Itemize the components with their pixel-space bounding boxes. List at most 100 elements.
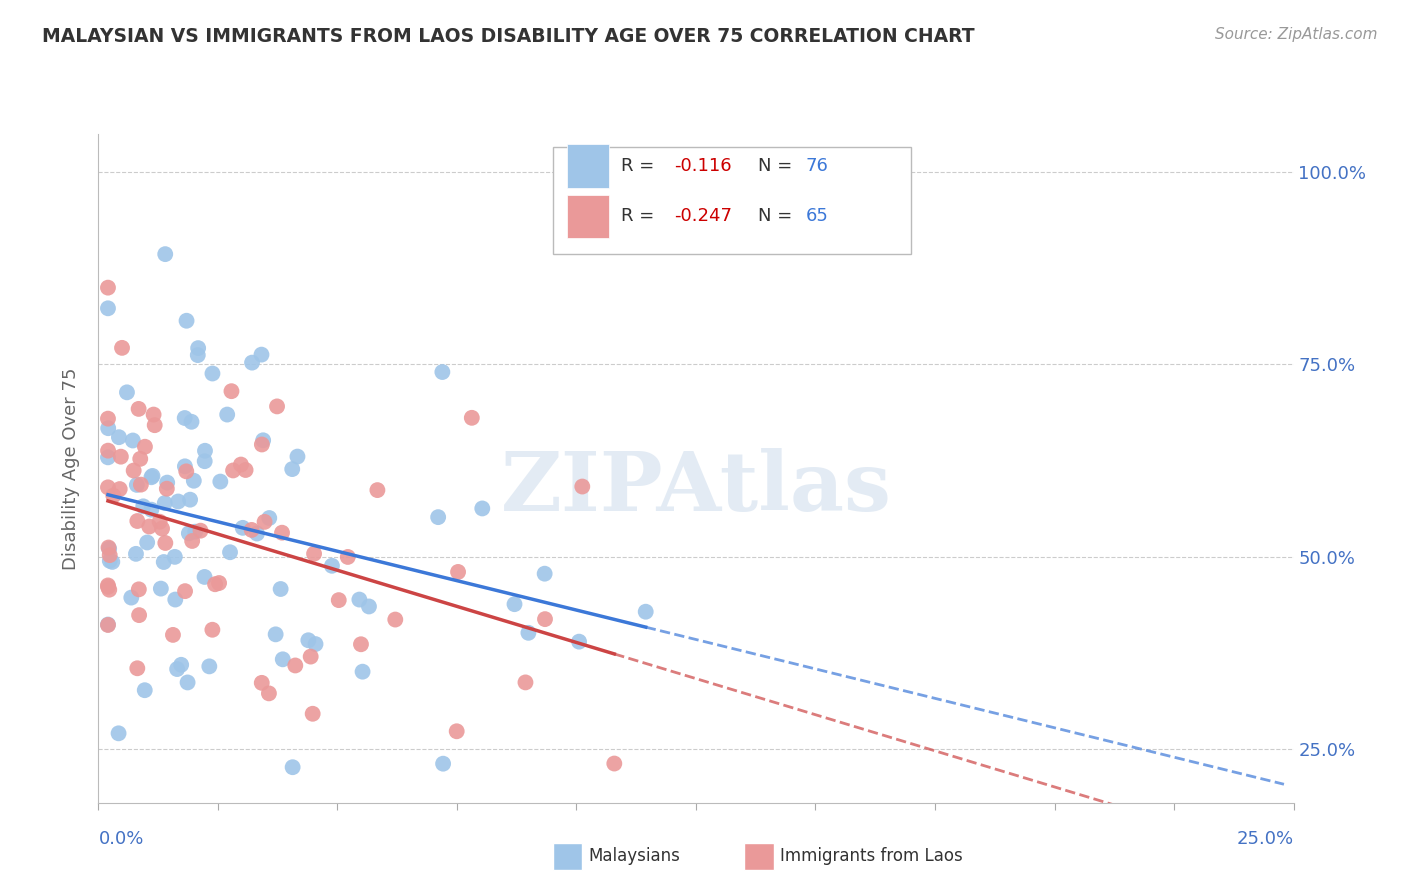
Text: Malaysians: Malaysians [589, 847, 681, 865]
Point [136, 535, 159, 549]
Point [97, 443, 120, 458]
Point [127, 514, 149, 528]
Point [194, 443, 217, 458]
Point [201, 367, 224, 381]
Point [190, 524, 212, 538]
Bar [744, 843, 773, 870]
Point [432, 756, 454, 771]
Point [271, 525, 294, 540]
Point [125, 547, 148, 561]
Point [533, 566, 555, 581]
Point [166, 662, 188, 676]
Text: ZIPAtlas: ZIPAtlas [501, 449, 891, 528]
Point [181, 533, 204, 548]
Point [357, 599, 380, 614]
Point [142, 408, 165, 422]
Point [194, 454, 217, 468]
Point [108, 482, 131, 496]
Bar [553, 843, 582, 870]
Text: R =: R = [620, 157, 659, 175]
Point [461, 410, 484, 425]
Text: MALAYSIAN VS IMMIGRANTS FROM LAOS DISABILITY AGE OVER 75 CORRELATION CHART: MALAYSIAN VS IMMIGRANTS FROM LAOS DISABI… [42, 27, 974, 45]
Point [287, 450, 309, 464]
Text: -0.116: -0.116 [675, 157, 733, 175]
Point [174, 464, 197, 478]
Point [134, 683, 156, 698]
Point [193, 570, 215, 584]
Point [97, 578, 120, 592]
Point [174, 459, 197, 474]
Text: 0.0%: 0.0% [98, 830, 143, 847]
Point [167, 494, 190, 508]
Point [111, 341, 134, 355]
Point [349, 592, 371, 607]
Point [128, 608, 150, 623]
Point [97, 280, 120, 294]
Point [143, 418, 166, 433]
Point [432, 365, 454, 379]
Point [141, 470, 163, 484]
Point [301, 706, 323, 721]
Point [264, 627, 287, 641]
Point [98, 548, 121, 562]
Point [270, 582, 292, 596]
Point [162, 628, 184, 642]
Point [176, 675, 198, 690]
Point [179, 492, 201, 507]
Point [384, 613, 406, 627]
Point [163, 549, 186, 564]
Point [284, 658, 307, 673]
Point [447, 565, 470, 579]
Point [235, 463, 257, 477]
Point [366, 483, 388, 497]
Point [149, 515, 172, 529]
Point [297, 633, 319, 648]
Point [321, 558, 343, 573]
Point [208, 576, 231, 591]
Point [503, 597, 526, 611]
Point [98, 582, 121, 597]
Point [336, 549, 359, 564]
Point [115, 385, 138, 400]
Point [97, 480, 120, 494]
Point [97, 450, 120, 465]
Point [176, 314, 198, 328]
Point [97, 301, 120, 316]
Point [534, 612, 557, 626]
Point [97, 541, 120, 555]
Point [177, 526, 200, 541]
Point [149, 582, 172, 596]
Point [127, 661, 149, 675]
Point [352, 665, 374, 679]
Point [187, 348, 209, 362]
Point [201, 623, 224, 637]
Point [134, 440, 156, 454]
Point [266, 400, 288, 414]
Point [180, 415, 202, 429]
Point [153, 496, 176, 510]
Point [97, 421, 120, 435]
Point [471, 501, 494, 516]
Point [217, 408, 239, 422]
Point [155, 536, 177, 550]
Point [152, 555, 174, 569]
Point [246, 526, 269, 541]
Point [446, 724, 468, 739]
Point [204, 577, 226, 591]
Point [568, 634, 591, 648]
Text: N =: N = [758, 157, 799, 175]
Point [97, 617, 120, 632]
Text: Immigrants from Laos: Immigrants from Laos [780, 847, 962, 865]
Point [174, 584, 197, 599]
Point [240, 356, 263, 370]
Point [240, 523, 263, 537]
Bar [567, 194, 609, 238]
Point [125, 478, 148, 492]
Point [121, 434, 143, 448]
Point [101, 555, 124, 569]
Point [328, 593, 350, 607]
Point [253, 515, 276, 529]
Text: Source: ZipAtlas.com: Source: ZipAtlas.com [1215, 27, 1378, 42]
Bar [567, 145, 609, 188]
Point [603, 756, 626, 771]
